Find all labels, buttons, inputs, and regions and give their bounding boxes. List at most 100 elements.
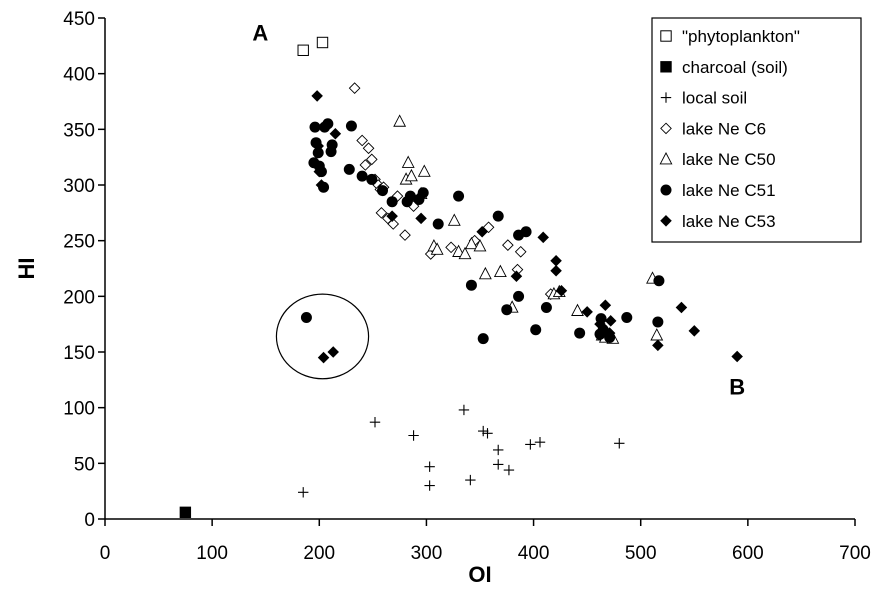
x-tick-label: 100 (196, 543, 228, 564)
data-point (401, 155, 415, 168)
data-point (312, 147, 324, 159)
y-axis-title: HI (14, 258, 39, 280)
data-point (464, 236, 478, 250)
data-point (621, 311, 633, 323)
data-point (537, 231, 549, 244)
data-point (415, 212, 427, 225)
series-2 (298, 404, 625, 498)
data-point (311, 90, 323, 102)
legend-marker (659, 152, 673, 165)
legend-label: charcoal (soil) (682, 58, 788, 77)
data-point (555, 285, 568, 297)
data-point (366, 173, 378, 185)
y-tick-label: 150 (63, 343, 95, 364)
legend-label: lake Ne C53 (682, 212, 776, 231)
x-axis-title: OI (468, 562, 491, 587)
data-point (424, 480, 435, 491)
data-point (599, 299, 612, 312)
data-point (393, 114, 407, 127)
y-tick-label: 350 (63, 120, 95, 141)
series-6 (311, 90, 743, 364)
data-point (300, 311, 312, 323)
data-point (447, 213, 461, 226)
data-point (478, 266, 492, 280)
legend-marker (660, 30, 672, 42)
data-point (501, 304, 513, 316)
series-5 (300, 118, 665, 345)
x-tick-label: 500 (625, 543, 657, 564)
data-point (359, 159, 372, 171)
data-point (465, 474, 476, 486)
data-point (417, 187, 429, 199)
data-point (369, 416, 381, 428)
data-point (530, 324, 542, 336)
circled-region (275, 293, 370, 380)
data-point (603, 327, 616, 339)
data-point (478, 425, 489, 437)
y-tick-label: 300 (63, 176, 95, 197)
data-point (493, 444, 504, 456)
data-point (179, 506, 192, 519)
data-point (550, 254, 562, 267)
y-tick-label: 200 (63, 287, 95, 308)
legend-label: "phytoplankton" (682, 27, 800, 46)
series-1 (179, 506, 192, 519)
x-tick-label: 400 (518, 543, 550, 564)
y-tick-label: 0 (84, 510, 95, 531)
data-point (477, 333, 489, 345)
legend-label: lake Ne C51 (682, 181, 776, 200)
data-point (731, 350, 743, 363)
legend-marker (660, 184, 672, 196)
data-point (408, 430, 419, 441)
data-point (650, 328, 664, 341)
data-point (675, 301, 688, 314)
legend: "phytoplankton" charcoal (soil) local soil… (651, 17, 862, 243)
data-point (652, 339, 664, 352)
data-point (493, 264, 507, 277)
data-point (362, 142, 375, 155)
data-point (465, 279, 477, 291)
data-point (540, 301, 552, 313)
data-point (513, 290, 525, 302)
legend-marker (660, 61, 672, 73)
data-point (458, 404, 470, 416)
legend-marker (660, 122, 672, 135)
annotations: AB (252, 20, 745, 399)
data-point (525, 439, 536, 450)
y-tick-label: 250 (63, 232, 95, 253)
data-point (482, 221, 495, 234)
data-point (348, 82, 361, 94)
data-point (317, 351, 330, 364)
data-point (493, 459, 504, 470)
x-tick-label: 0 (100, 543, 111, 564)
data-point (326, 139, 338, 151)
data-point (688, 325, 701, 337)
data-point (399, 229, 411, 241)
data-point (377, 185, 388, 197)
data-point (550, 264, 562, 277)
data-point (345, 120, 357, 132)
data-point (316, 36, 329, 49)
data-point (432, 218, 444, 230)
legend-label: lake Ne C6 (682, 119, 766, 138)
data-point (386, 196, 398, 208)
data-point (356, 170, 368, 182)
data-point (476, 225, 488, 238)
data-point (510, 270, 523, 283)
legend-label: lake Ne C50 (682, 150, 776, 169)
data-point (309, 121, 321, 133)
y-tick-label: 100 (63, 399, 95, 420)
data-point (482, 428, 493, 439)
data-point (386, 210, 398, 222)
y-tick-label: 450 (63, 9, 95, 30)
data-point (365, 153, 378, 166)
data-point (604, 315, 617, 327)
data-point (343, 163, 355, 175)
data-points (179, 36, 743, 519)
annotation-label: B (729, 374, 745, 399)
data-point (534, 436, 546, 448)
data-point (514, 245, 527, 258)
y-tick-label: 400 (63, 65, 95, 86)
